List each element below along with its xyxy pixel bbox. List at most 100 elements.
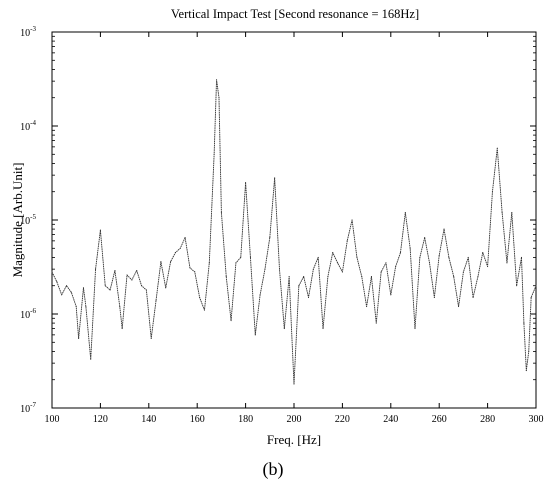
data-point (443, 228, 445, 230)
data-point (419, 256, 421, 258)
data-point (322, 328, 324, 330)
x-tick-label: 200 (287, 414, 302, 425)
data-point (140, 285, 143, 287)
data-point (259, 294, 261, 296)
data-point (370, 276, 372, 278)
data-point (424, 237, 426, 239)
data-point (114, 269, 116, 272)
data-point (496, 147, 498, 149)
series-line (51, 79, 537, 385)
data-point (189, 267, 191, 269)
data-point (208, 262, 210, 264)
data-point (506, 262, 508, 264)
x-axis: 100 120 140 160 180 200 220 240 260 280 300 (45, 32, 544, 425)
data-point (150, 337, 152, 339)
data-point (199, 296, 201, 299)
data-point (332, 252, 334, 254)
data-point (121, 328, 123, 330)
x-tick-label: 220 (335, 414, 350, 425)
data-point (65, 285, 68, 287)
data-point (61, 294, 63, 296)
data-point (82, 287, 85, 289)
data-point (104, 285, 106, 287)
x-tick-label: 280 (480, 414, 495, 425)
data-point (303, 276, 305, 278)
x-tick-label: 180 (238, 414, 253, 425)
data-point (327, 276, 329, 278)
x-tick-label: 120 (93, 414, 108, 425)
data-point (477, 276, 479, 278)
chart-title: Vertical Impact Test [Second resonance =… (171, 7, 419, 21)
data-point (249, 256, 251, 258)
data-point (203, 309, 206, 311)
data-point (409, 247, 411, 249)
data-point (472, 296, 474, 299)
data-point (51, 271, 53, 273)
data-point (337, 262, 339, 264)
y-axis: 10-7 10-6 10-5 10-4 10-3 (20, 25, 536, 415)
data-point (194, 271, 196, 273)
data-point (70, 291, 72, 293)
y-tick-label: 10-6 (20, 307, 36, 321)
data-point (399, 252, 402, 254)
x-axis-title: Freq. [Hz] (267, 432, 321, 447)
data-point (245, 182, 247, 184)
x-tick-label: 240 (383, 414, 398, 425)
data-point (433, 296, 435, 299)
data-point (213, 153, 215, 155)
data-point (312, 268, 314, 270)
data-point (174, 252, 176, 254)
data-point (75, 306, 77, 308)
data-point (462, 271, 464, 273)
data-point (95, 268, 97, 270)
data-point (56, 281, 58, 283)
data-point (438, 254, 440, 256)
data-point (119, 306, 121, 308)
data-point (520, 256, 523, 258)
data-point (351, 219, 353, 221)
data-point (230, 320, 232, 322)
data-point (356, 256, 358, 258)
data-point (482, 252, 484, 254)
data-point (366, 306, 368, 308)
y-tick-label: 10-5 (20, 213, 36, 227)
x-tick-label: 300 (529, 414, 544, 425)
data-point (361, 276, 363, 278)
data-point (453, 276, 455, 278)
data-point (220, 212, 222, 214)
x-tick-label: 260 (432, 414, 447, 425)
data-point (126, 274, 128, 276)
y-tick-label: 10-4 (20, 119, 36, 133)
data-point (179, 247, 181, 249)
data-point (170, 261, 172, 263)
data-point (218, 97, 220, 99)
data-point (235, 262, 237, 264)
data-point (341, 271, 343, 273)
data-point (298, 285, 300, 287)
data-point (317, 256, 319, 258)
data-point (458, 306, 460, 308)
y-axis-title: Magnitude [Arb.Unit] (10, 163, 25, 278)
data-point (523, 322, 525, 324)
data-point (155, 299, 157, 301)
data-point (283, 328, 285, 330)
data-point (380, 271, 382, 273)
data-point (525, 370, 527, 372)
data-point (448, 256, 450, 258)
data-point (184, 237, 186, 239)
x-tick-label: 160 (190, 414, 205, 425)
data-point (501, 212, 503, 214)
data-point (78, 337, 80, 339)
data-point (307, 296, 310, 299)
data-point (487, 265, 489, 268)
data-point (467, 256, 469, 258)
data-point (395, 265, 397, 268)
data-point (131, 279, 133, 281)
data-point (264, 268, 266, 270)
data-point (288, 276, 290, 278)
series-layer (51, 79, 537, 385)
data-point (225, 276, 227, 278)
data-point (404, 212, 406, 214)
plot-area-frame (51, 31, 537, 409)
